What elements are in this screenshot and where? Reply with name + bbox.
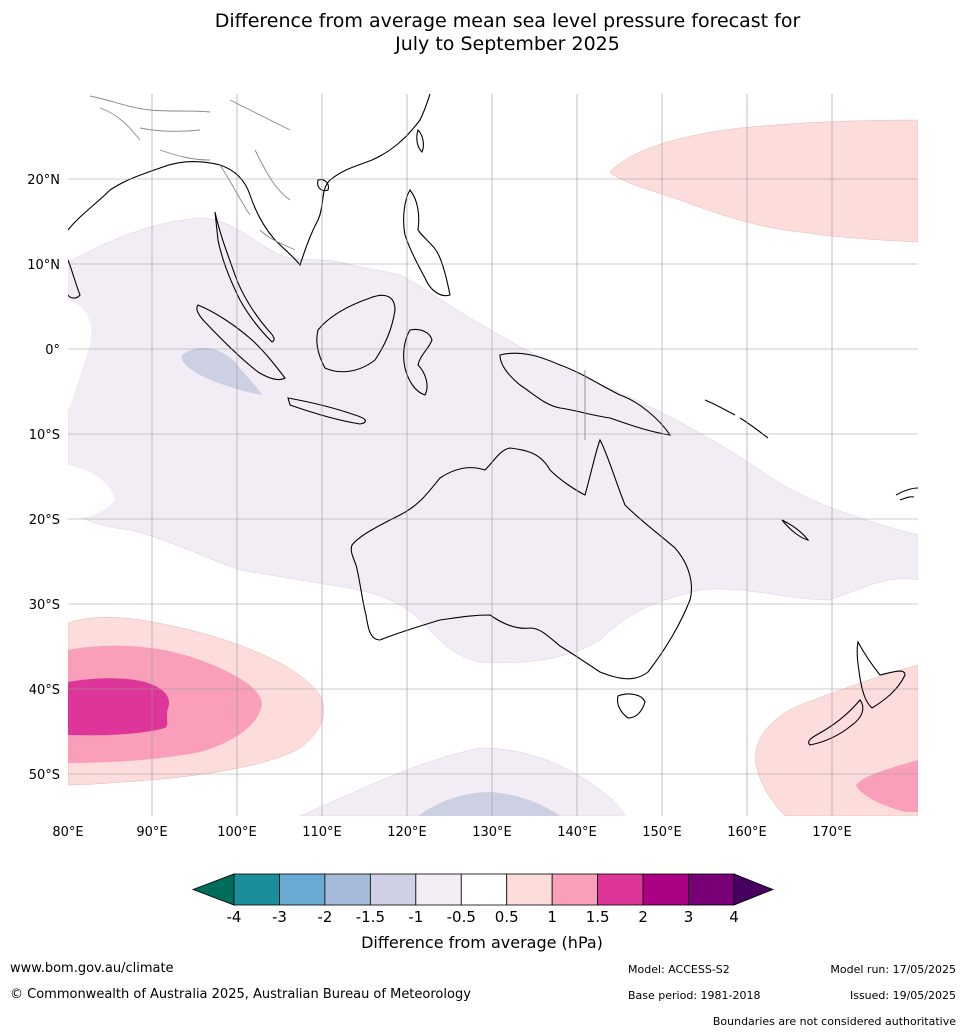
lat-label: 50°S [29, 768, 60, 783]
website-link[interactable]: www.bom.gov.au/climate [10, 961, 174, 976]
colorbar-swatch [233, 873, 280, 906]
asia-mainland-coastline [68, 94, 431, 267]
taiwan-coastline [416, 128, 424, 153]
new-zealand-positive-middle [856, 760, 918, 812]
colorbar-tick-label: 1.5 [586, 908, 610, 926]
sumatra-negative-patch [181, 347, 262, 395]
lon-label: 110°E [302, 825, 342, 840]
map: 20°N 10°N 0° 10°S 20°S 30°S 40°S 50°S 80… [27, 94, 918, 840]
sumatra-coastline [196, 304, 286, 381]
lat-label: 20°S [29, 513, 60, 528]
boundaries-disclaimer: Boundaries are not considered authoritat… [712, 1015, 956, 1028]
colorbar-swatch [642, 873, 689, 906]
western-near-zero-pocket-2 [68, 465, 115, 520]
colorbar-tick-label: 1 [547, 908, 557, 926]
malay-peninsula-coastline [214, 211, 275, 343]
australia-coastline [350, 438, 693, 680]
lon-label: 120°E [387, 825, 427, 840]
colorbar-tick-label: -1 [408, 908, 423, 926]
issued-date: Issued: 19/05/2025 [849, 989, 956, 1002]
colorbar-swatch [415, 873, 462, 906]
colorbar-swatch [597, 873, 644, 906]
lon-label: 90°E [136, 825, 167, 840]
tropical-negative-band [68, 217, 918, 664]
colorbar-tick-label: 0.5 [495, 908, 519, 926]
base-period: Base period: 1981-2018 [628, 989, 761, 1002]
lon-label: 150°E [642, 825, 682, 840]
new-zealand-south-coastline [808, 699, 864, 746]
lat-label: 10°N [27, 258, 60, 273]
new-caledonia-coastline [781, 519, 810, 541]
lon-label: 100°E [217, 825, 257, 840]
sulawesi-coastline [403, 328, 433, 396]
copyright-notice: © Commonwealth of Australia 2025, Austra… [10, 987, 471, 1002]
lat-label: 40°S [29, 683, 60, 698]
new-zealand-north-coastline [856, 640, 906, 709]
colorbar-swatch [460, 873, 508, 906]
colorbar-tick-label: -1.5 [356, 908, 385, 926]
hainan-coastline [317, 179, 329, 192]
southwest-positive-core [68, 678, 170, 736]
lat-label: 10°S [29, 428, 60, 443]
southern-ocean-negative [418, 792, 560, 816]
colorbar-tick-label: -2 [317, 908, 332, 926]
colorbar-swatch [688, 873, 735, 906]
tasmania-coastline [616, 693, 646, 719]
title-line-1: Difference from average mean sea level p… [214, 10, 801, 32]
colorbar-tick-label: -0.5 [447, 908, 476, 926]
colorbar-swatch [369, 873, 417, 906]
borneo-coastline [316, 294, 396, 373]
fiji-coastline [895, 487, 918, 501]
lat-label: 0° [45, 343, 60, 358]
colorbar-tick-label: -3 [272, 908, 287, 926]
colorbar-swatches [191, 873, 775, 906]
coastlines [68, 94, 918, 746]
model-run-date: Model run: 17/05/2025 [830, 963, 956, 976]
philippines-coastline [403, 189, 451, 297]
model-name: Model: ACCESS-S2 [628, 963, 730, 976]
graticule [68, 94, 918, 816]
colorbar-tick-label: 2 [638, 908, 648, 926]
lon-label: 160°E [727, 825, 767, 840]
colorbar-swatch [506, 873, 553, 906]
lon-label: 80°E [52, 825, 83, 840]
latitude-labels: 20°N 10°N 0° 10°S 20°S 30°S 40°S 50°S [27, 173, 60, 783]
pressure-anomaly-fields [68, 94, 918, 816]
colorbar-tick-labels: -4 -3 -2 -1.5 -1 -0.5 0.5 1 1.5 2 3 4 [227, 908, 739, 926]
new-guinea-coastline [499, 352, 672, 436]
colorbar-tick-label: -4 [227, 908, 242, 926]
solomon-islands-coastline [704, 399, 769, 439]
longitude-labels: 80°E 90°E 100°E 110°E 120°E 130°E 140°E … [52, 825, 851, 840]
colorbar-swatch [279, 873, 326, 906]
lon-label: 140°E [557, 825, 597, 840]
western-near-zero-pocket [68, 300, 92, 410]
colorbar-swatch [324, 873, 371, 906]
colorbar-swatch [551, 873, 599, 906]
north-pacific-positive [609, 119, 918, 243]
lon-label: 170°E [812, 825, 852, 840]
colorbar-low-extension [191, 873, 235, 906]
lat-label: 30°S [29, 598, 60, 613]
india-coastline [68, 259, 81, 299]
lon-label: 130°E [472, 825, 512, 840]
colorbar-tick-label: 3 [684, 908, 694, 926]
chart-title: Difference from average mean sea level p… [0, 10, 965, 56]
colorbar-tick-label: 4 [729, 908, 739, 926]
colorbar-title: Difference from average (hPa) [361, 933, 603, 952]
lat-label: 20°N [27, 173, 60, 188]
title-line-2: July to September 2025 [395, 33, 620, 55]
colorbar-high-extension [733, 873, 775, 906]
southern-ocean-negative-outer [299, 747, 626, 816]
